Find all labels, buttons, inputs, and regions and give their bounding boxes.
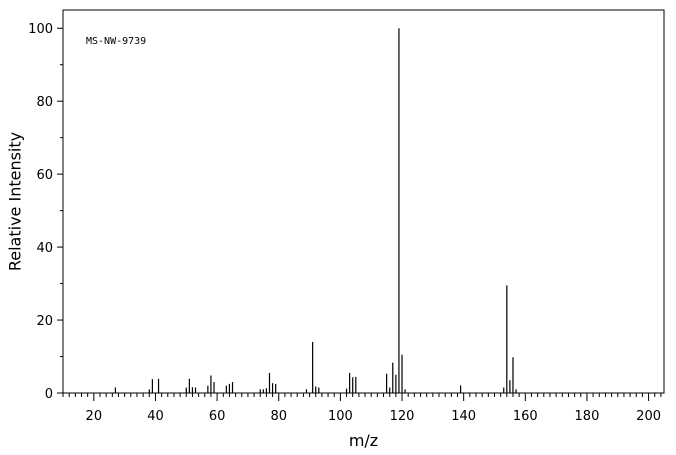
y-tick-label: 40 [36,241,53,256]
x-tick-label: 160 [513,409,538,424]
x-tick-label: 60 [209,409,226,424]
x-tick-label: 180 [575,409,600,424]
x-tick-label: 140 [451,409,476,424]
x-axis-ticks: 20 40 60 80 100 120 140 160 180 200 [62,393,662,424]
x-tick-label: 20 [86,409,103,424]
y-axis-label: Relative Intensity [6,132,25,271]
x-tick-label: 120 [390,409,415,424]
x-tick-label: 80 [270,409,287,424]
y-tick-label: 80 [36,95,53,110]
spectrum-id-annotation: MS-NW-9739 [86,36,146,47]
x-tick-label: 100 [328,409,353,424]
x-axis-label: m/z [349,431,378,450]
spectrum-peaks [114,28,517,393]
y-tick-label: 20 [36,314,53,329]
y-tick-label: 60 [36,168,53,183]
x-tick-label: 200 [636,409,661,424]
y-tick-label: 100 [28,22,53,37]
y-axis-ticks: 0 20 40 60 80 100 [28,22,63,402]
plot-frame [62,9,665,394]
y-tick-label: 0 [45,387,53,402]
x-tick-label: 40 [147,409,164,424]
